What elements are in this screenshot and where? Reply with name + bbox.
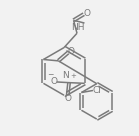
Text: −: −: [48, 70, 54, 80]
Text: +: +: [70, 73, 76, 79]
Text: O: O: [50, 77, 57, 86]
Text: O: O: [68, 47, 75, 56]
Text: O: O: [84, 9, 91, 18]
Text: NH: NH: [71, 23, 84, 32]
Text: N: N: [62, 71, 69, 80]
Text: Cl: Cl: [92, 86, 101, 95]
Text: O: O: [64, 94, 71, 103]
